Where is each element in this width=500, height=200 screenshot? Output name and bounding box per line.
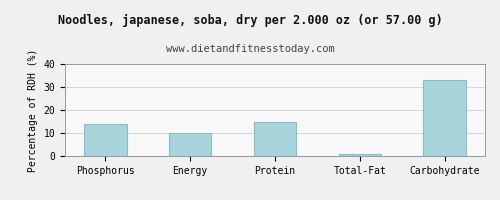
Bar [169, 133, 212, 156]
Bar [424, 80, 466, 156]
Y-axis label: Percentage of RDH (%): Percentage of RDH (%) [28, 48, 38, 172]
Bar [254, 121, 296, 156]
Bar [338, 154, 381, 156]
Text: www.dietandfitnesstoday.com: www.dietandfitnesstoday.com [166, 44, 334, 54]
Bar [84, 124, 126, 156]
Text: Noodles, japanese, soba, dry per 2.000 oz (or 57.00 g): Noodles, japanese, soba, dry per 2.000 o… [58, 14, 442, 27]
